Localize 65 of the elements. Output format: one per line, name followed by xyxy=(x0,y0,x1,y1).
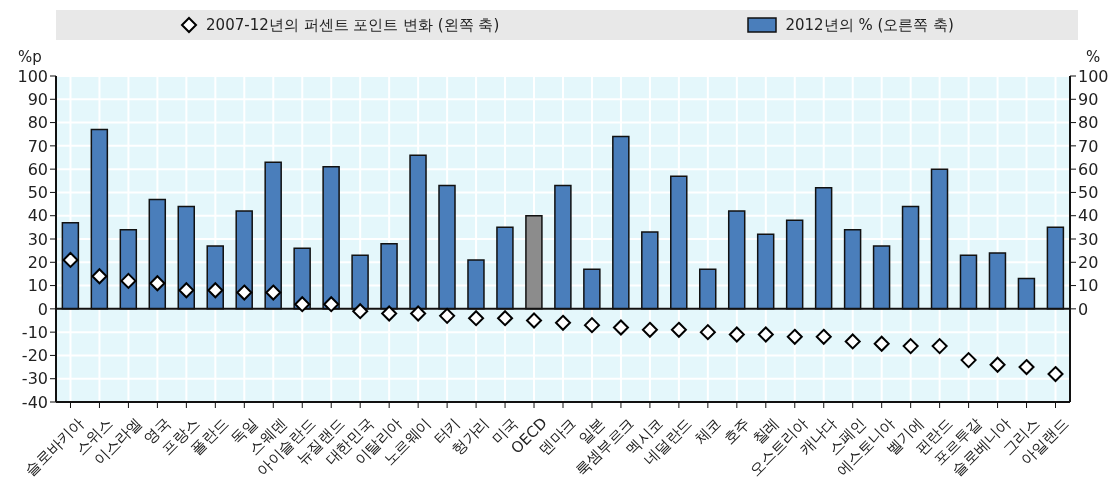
point xyxy=(1047,366,1064,383)
y2-tick-label: 50 xyxy=(1078,183,1099,203)
point xyxy=(873,335,890,352)
y-tick-label: 50 xyxy=(27,183,48,203)
y-tick-label: 20 xyxy=(27,252,48,272)
point xyxy=(1018,359,1035,376)
y-tick-label: 80 xyxy=(27,113,48,133)
point xyxy=(844,333,861,350)
point xyxy=(294,296,311,313)
y-tick-label: 60 xyxy=(27,159,48,179)
point xyxy=(149,275,166,292)
point xyxy=(960,352,977,369)
point xyxy=(931,338,948,355)
y2-tick-label: 10 xyxy=(1078,276,1099,296)
y2-tick-label: 20 xyxy=(1078,252,1099,272)
point xyxy=(641,321,658,338)
point xyxy=(757,326,774,343)
point xyxy=(207,282,224,299)
point xyxy=(902,338,919,355)
y2-axis-title: % xyxy=(1086,48,1101,66)
legend-label: 2007-12년의 퍼센트 포인트 변화 (왼쪽 축) xyxy=(206,15,500,35)
y-tick-label: 90 xyxy=(27,89,48,109)
point xyxy=(555,314,571,331)
point xyxy=(323,296,340,313)
point xyxy=(410,305,427,322)
point xyxy=(989,356,1006,373)
y-tick-label: 70 xyxy=(27,136,48,156)
y-tick-label: 0 xyxy=(37,299,48,319)
point xyxy=(468,310,485,327)
point xyxy=(352,303,369,320)
point xyxy=(728,326,745,343)
y-tick-label: 100 xyxy=(17,66,48,86)
point xyxy=(526,312,543,329)
point xyxy=(815,328,832,345)
point xyxy=(265,284,282,301)
y-tick-label: -30 xyxy=(21,369,48,389)
y2-tick-label: 40 xyxy=(1078,206,1099,226)
point xyxy=(236,284,253,301)
point xyxy=(439,307,456,324)
point xyxy=(120,272,137,289)
y2-tick-label: 0 xyxy=(1078,299,1089,319)
y2-tick-label: 70 xyxy=(1078,136,1099,156)
point xyxy=(178,282,195,299)
point xyxy=(699,324,716,341)
legend-label: 2012년의 % (오른쪽 축) xyxy=(785,15,954,35)
y2-tick-label: 80 xyxy=(1078,113,1099,133)
y-tick-label: 30 xyxy=(27,229,48,249)
point xyxy=(62,251,79,268)
point xyxy=(786,328,803,345)
y2-tick-label: 60 xyxy=(1078,159,1099,179)
y2-tick-label: 90 xyxy=(1078,89,1099,109)
point xyxy=(497,310,514,327)
y-tick-label: 10 xyxy=(27,276,48,296)
y-tick-label: -10 xyxy=(21,322,48,342)
y2-tick-label: 30 xyxy=(1078,229,1099,249)
y2-tick-label: 100 xyxy=(1078,66,1109,86)
point xyxy=(583,317,600,334)
y-tick-label: -40 xyxy=(21,392,48,412)
point xyxy=(612,319,629,336)
y-axis-title: %p xyxy=(18,48,42,66)
y-tick-label: 40 xyxy=(27,206,48,226)
y-tick-label: -20 xyxy=(21,346,48,366)
point xyxy=(670,321,687,338)
point xyxy=(91,268,108,285)
point xyxy=(381,305,398,322)
